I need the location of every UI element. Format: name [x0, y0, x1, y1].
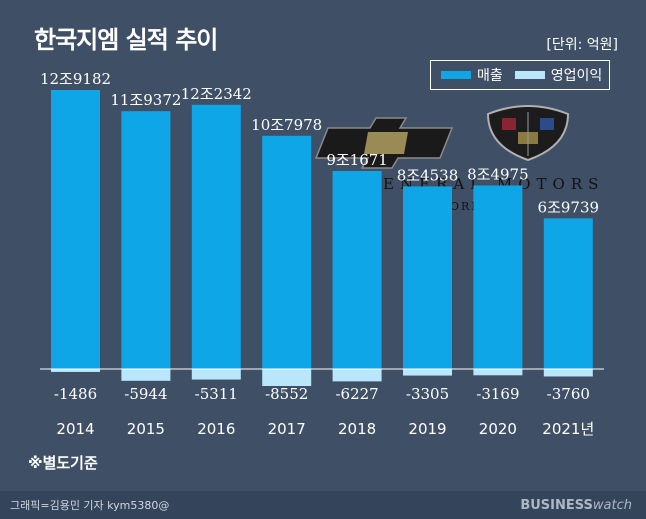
operating-profit-value-label: -8552	[265, 385, 308, 403]
x-tick-label: 2019	[408, 420, 446, 438]
sales-value-label: 9조1671	[326, 151, 388, 169]
x-tick-label: 2017	[268, 420, 306, 438]
x-tick-label: 2016	[197, 420, 235, 438]
legend-label-operating-profit: 영업이익	[550, 68, 603, 84]
operating-profit-bar	[191, 369, 241, 380]
sales-value-label: 12조9182	[40, 70, 111, 88]
legend-swatch-operating-profit	[514, 71, 545, 79]
sales-value-label: 11조9372	[110, 91, 181, 109]
sales-bar	[262, 135, 312, 369]
brand-bold: BUSINESS	[520, 497, 593, 513]
operating-profit-bar	[473, 369, 523, 376]
operating-profit-value-label: -6227	[335, 385, 378, 403]
labels-group: 12조9182 -1486 2014 11조9372 -5944 2015 12조2342 -…	[40, 70, 599, 438]
sales-bar	[403, 186, 452, 369]
sales-bar	[543, 218, 593, 369]
sales-value-label: 6조9739	[538, 198, 600, 216]
brand-light: watch	[592, 497, 632, 513]
legend-item-operating-profit: 영업이익	[514, 65, 603, 85]
legend-item-sales: 매출	[441, 65, 503, 85]
operating-profit-value-label: -3305	[406, 385, 449, 403]
sales-value-label: 12조2342	[181, 85, 252, 103]
footnote: ※별도기준	[28, 454, 98, 472]
operating-profit-bar	[332, 369, 382, 382]
x-tick-label: 2014	[56, 420, 94, 438]
chart-title: 한국지엠 실적 추이	[34, 26, 218, 54]
x-tick-label: 2018	[338, 420, 376, 438]
sales-value-label: 10조7978	[251, 116, 322, 134]
operating-profit-bar	[403, 369, 452, 376]
brand-logo: BUSINESSwatch	[520, 498, 632, 513]
sales-bar	[332, 171, 382, 369]
operating-profit-bar	[121, 369, 171, 381]
footer-bar: 그래픽=김용민 기자 kym5380@ BUSINESSwatch	[0, 491, 646, 519]
legend-label-sales: 매출	[477, 68, 503, 84]
sales-bar	[121, 111, 171, 370]
bars-group	[51, 90, 593, 386]
operating-profit-value-label: -5311	[195, 385, 238, 403]
cadillac-crest-logo	[486, 105, 570, 162]
operating-profit-bar	[543, 369, 593, 377]
x-tick-label: 2020	[479, 420, 517, 438]
operating-profit-bar	[51, 369, 100, 372]
x-tick-label: 2021년	[542, 420, 594, 438]
sales-bar	[191, 104, 241, 369]
sales-bar	[51, 90, 100, 369]
unit-label: [단위: 억원]	[546, 37, 618, 53]
sales-bar	[473, 185, 523, 369]
chevron-logo	[314, 117, 454, 169]
graphic-credit: 그래픽=김용민 기자 kym5380@	[10, 499, 170, 512]
operating-profit-value-label: -1486	[54, 385, 97, 403]
operating-profit-value-label: -5944	[124, 385, 167, 403]
sales-value-label: 8조4975	[467, 165, 529, 183]
operating-profit-bar	[262, 369, 312, 386]
operating-profit-value-label: -3169	[476, 385, 519, 403]
legend-swatch-sales	[441, 71, 471, 79]
legend: 매출 영업이익	[430, 60, 610, 90]
operating-profit-value-label: -3760	[547, 385, 590, 403]
sales-value-label: 8조4538	[397, 166, 459, 184]
x-tick-label: 2015	[127, 420, 165, 438]
